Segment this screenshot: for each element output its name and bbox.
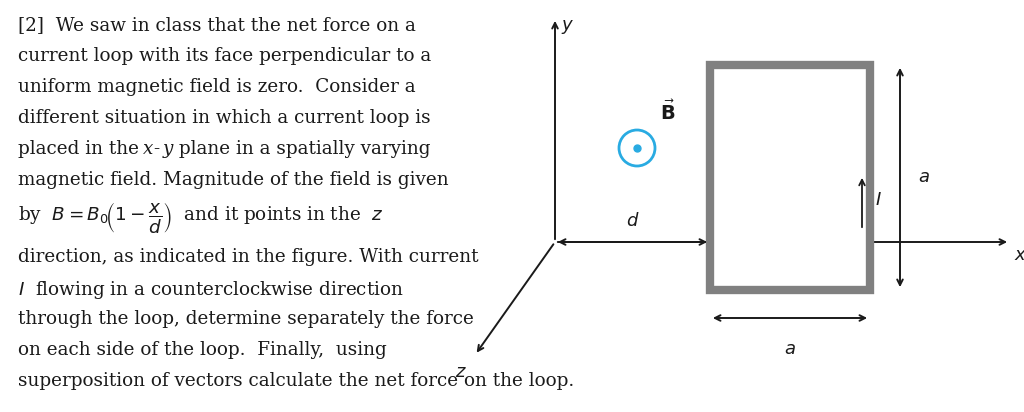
Text: $a$: $a$ [784,340,796,358]
Text: $I$  flowing in a counterclockwise direction: $I$ flowing in a counterclockwise direct… [18,279,403,301]
Text: on each side of the loop.  Finally,  using: on each side of the loop. Finally, using [18,341,387,359]
Circle shape [618,130,655,166]
Text: $d$: $d$ [626,212,639,230]
Bar [710,65,870,290]
Text: uniform magnetic field is zero.  Consider a: uniform magnetic field is zero. Consider… [18,78,416,96]
Text: by  $B = B_0\!\left(1 - \dfrac{x}{d}\right)$  and it points in the  $z$: by $B = B_0\!\left(1 - \dfrac{x}{d}\righ… [18,200,384,235]
Text: current loop with its face perpendicular to a: current loop with its face perpendicular… [18,47,431,65]
Text: through the loop, determine separately the force: through the loop, determine separately t… [18,310,474,328]
Text: $x$: $x$ [1014,246,1024,264]
Text: y: y [163,140,173,158]
Text: $a$: $a$ [918,168,930,186]
Text: direction, as indicated in the figure. With current: direction, as indicated in the figure. W… [18,248,478,266]
Text: plane in a spatially varying: plane in a spatially varying [173,140,430,158]
Text: $z$: $z$ [456,363,467,381]
Text: -: - [153,140,159,158]
Text: superposition of vectors calculate the net force on the loop.: superposition of vectors calculate the n… [18,372,574,390]
Text: magnetic field. Magnitude of the field is given: magnetic field. Magnitude of the field i… [18,171,449,189]
Text: different situation in which a current loop is: different situation in which a current l… [18,109,431,127]
Text: x: x [143,140,154,158]
Text: $\vec{\mathbf{B}}$: $\vec{\mathbf{B}}$ [660,100,676,124]
Text: placed in the: placed in the [18,140,144,158]
Text: $I$: $I$ [874,191,882,209]
Text: $y$: $y$ [561,18,574,36]
Text: [2]  We saw in class that the net force on a: [2] We saw in class that the net force o… [18,16,416,34]
